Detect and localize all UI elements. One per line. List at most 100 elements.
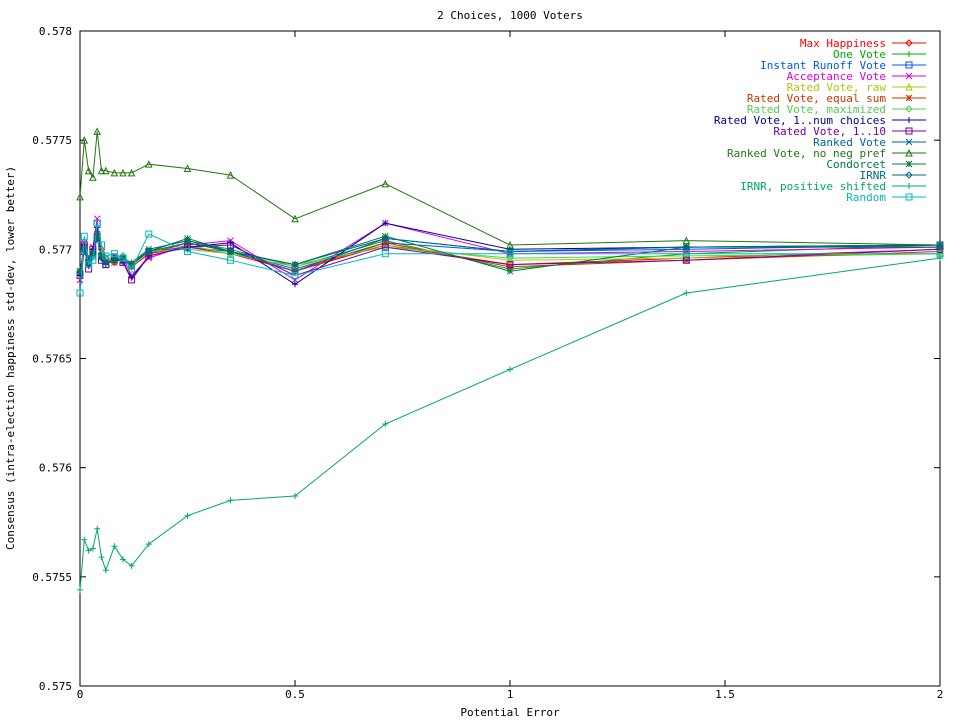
data-point: [85, 261, 93, 269]
data-point: [77, 586, 83, 593]
data-point: [291, 214, 299, 223]
data-point: [382, 421, 389, 427]
data-point: [936, 248, 944, 255]
data-point: [184, 248, 191, 256]
data-point: [145, 230, 153, 238]
data-point: [292, 281, 298, 288]
series-14: [76, 219, 944, 297]
data-point: [936, 243, 944, 251]
series-layer: [76, 127, 944, 593]
data-point: [85, 547, 92, 554]
data-point: [145, 247, 153, 256]
data-point: [76, 192, 84, 201]
legend-marker: [905, 193, 913, 201]
legend-label: Rated Vote, 1..10: [773, 125, 886, 138]
legend-marker: [905, 138, 913, 146]
data-point: [144, 160, 153, 168]
data-point: [683, 290, 690, 296]
axes: 0 0.5 1 1.5 2 0.575 0.5755 0.576 0.5765 0.577 0.57…: [32, 25, 943, 701]
data-point: [682, 250, 690, 258]
data-point: [381, 234, 390, 243]
data-point: [183, 164, 192, 173]
data-point: [145, 541, 152, 548]
legend-label: Rated Vote, raw: [787, 81, 887, 94]
data-point: [128, 562, 135, 569]
data-point: [226, 170, 235, 179]
data-point: [93, 232, 101, 240]
data-point: [184, 243, 191, 251]
series-line: [79, 257, 941, 590]
legend-marker: [905, 148, 913, 157]
data-point: [76, 276, 84, 284]
data-point: [381, 250, 389, 258]
data-point: [80, 232, 88, 240]
legend-marker: [905, 82, 913, 91]
data-point: [89, 173, 97, 181]
data-point: [111, 543, 118, 550]
data-point: [101, 166, 110, 175]
y-tick-label: 0.578: [39, 25, 72, 38]
data-point: [937, 255, 943, 262]
data-point: [102, 252, 110, 260]
data-point: [93, 215, 101, 223]
data-point: [110, 250, 118, 258]
series-13: [77, 255, 943, 593]
data-point: [506, 261, 514, 269]
data-point: [93, 127, 102, 135]
data-point: [936, 241, 944, 249]
data-point: [682, 243, 691, 251]
data-point: [227, 256, 234, 264]
data-point: [89, 545, 96, 552]
data-point: [110, 256, 119, 264]
legend-marker: [905, 72, 913, 80]
legend-label: Ranked Vote, no neg pref: [727, 147, 886, 160]
legend-marker: [906, 183, 912, 189]
data-point: [226, 247, 235, 256]
legend-label: Acceptance Vote: [787, 70, 886, 83]
legend-label: Max Happiness: [800, 37, 886, 50]
x-tick-label: 0.5: [285, 688, 305, 701]
legend-marker: [905, 94, 913, 102]
data-point: [381, 243, 389, 251]
legend-label: Instant Runoff Vote: [760, 59, 886, 72]
chart-title: 2 Choices, 1000 Voters: [437, 9, 583, 22]
x-tick-label: 0: [77, 688, 84, 701]
legend-marker: [905, 105, 913, 113]
legend-marker: [905, 127, 913, 135]
data-point: [506, 267, 514, 275]
legend-label: IRNR: [860, 169, 887, 182]
data-point: [127, 168, 136, 177]
legend-marker: [906, 117, 912, 123]
data-point: [89, 256, 97, 264]
legend-label: Rated Vote, 1..num choices: [714, 114, 886, 127]
legend-marker: [905, 61, 913, 69]
data-point: [506, 250, 514, 258]
x-axis-label: Potential Error: [460, 706, 560, 719]
legend-marker: [905, 39, 913, 47]
data-point: [97, 166, 106, 175]
legend-label: One Vote: [833, 48, 886, 61]
data-point: [227, 497, 234, 504]
y-tick-label: 0.576: [39, 462, 72, 475]
data-point: [506, 263, 514, 271]
data-point: [682, 256, 690, 264]
data-point: [128, 276, 136, 284]
data-point: [119, 168, 127, 177]
data-point: [292, 493, 298, 500]
data-point: [381, 239, 389, 247]
y-axis-label: Consensus (intra-election happiness std-…: [4, 166, 17, 550]
legend-marker: [905, 171, 913, 179]
legend-label: Ranked Vote: [813, 136, 886, 149]
data-point: [98, 554, 105, 561]
data-point: [102, 567, 109, 574]
data-point: [381, 179, 390, 188]
x-tick-label: 2: [937, 688, 944, 701]
legend-label: Rated Vote, maximized: [747, 103, 886, 116]
data-point: [98, 241, 105, 249]
data-point: [84, 166, 93, 175]
y-tick-label: 0.577: [39, 243, 72, 256]
series-line: [79, 223, 940, 294]
data-point: [81, 536, 88, 543]
legend-label: Condorcet: [826, 158, 886, 171]
